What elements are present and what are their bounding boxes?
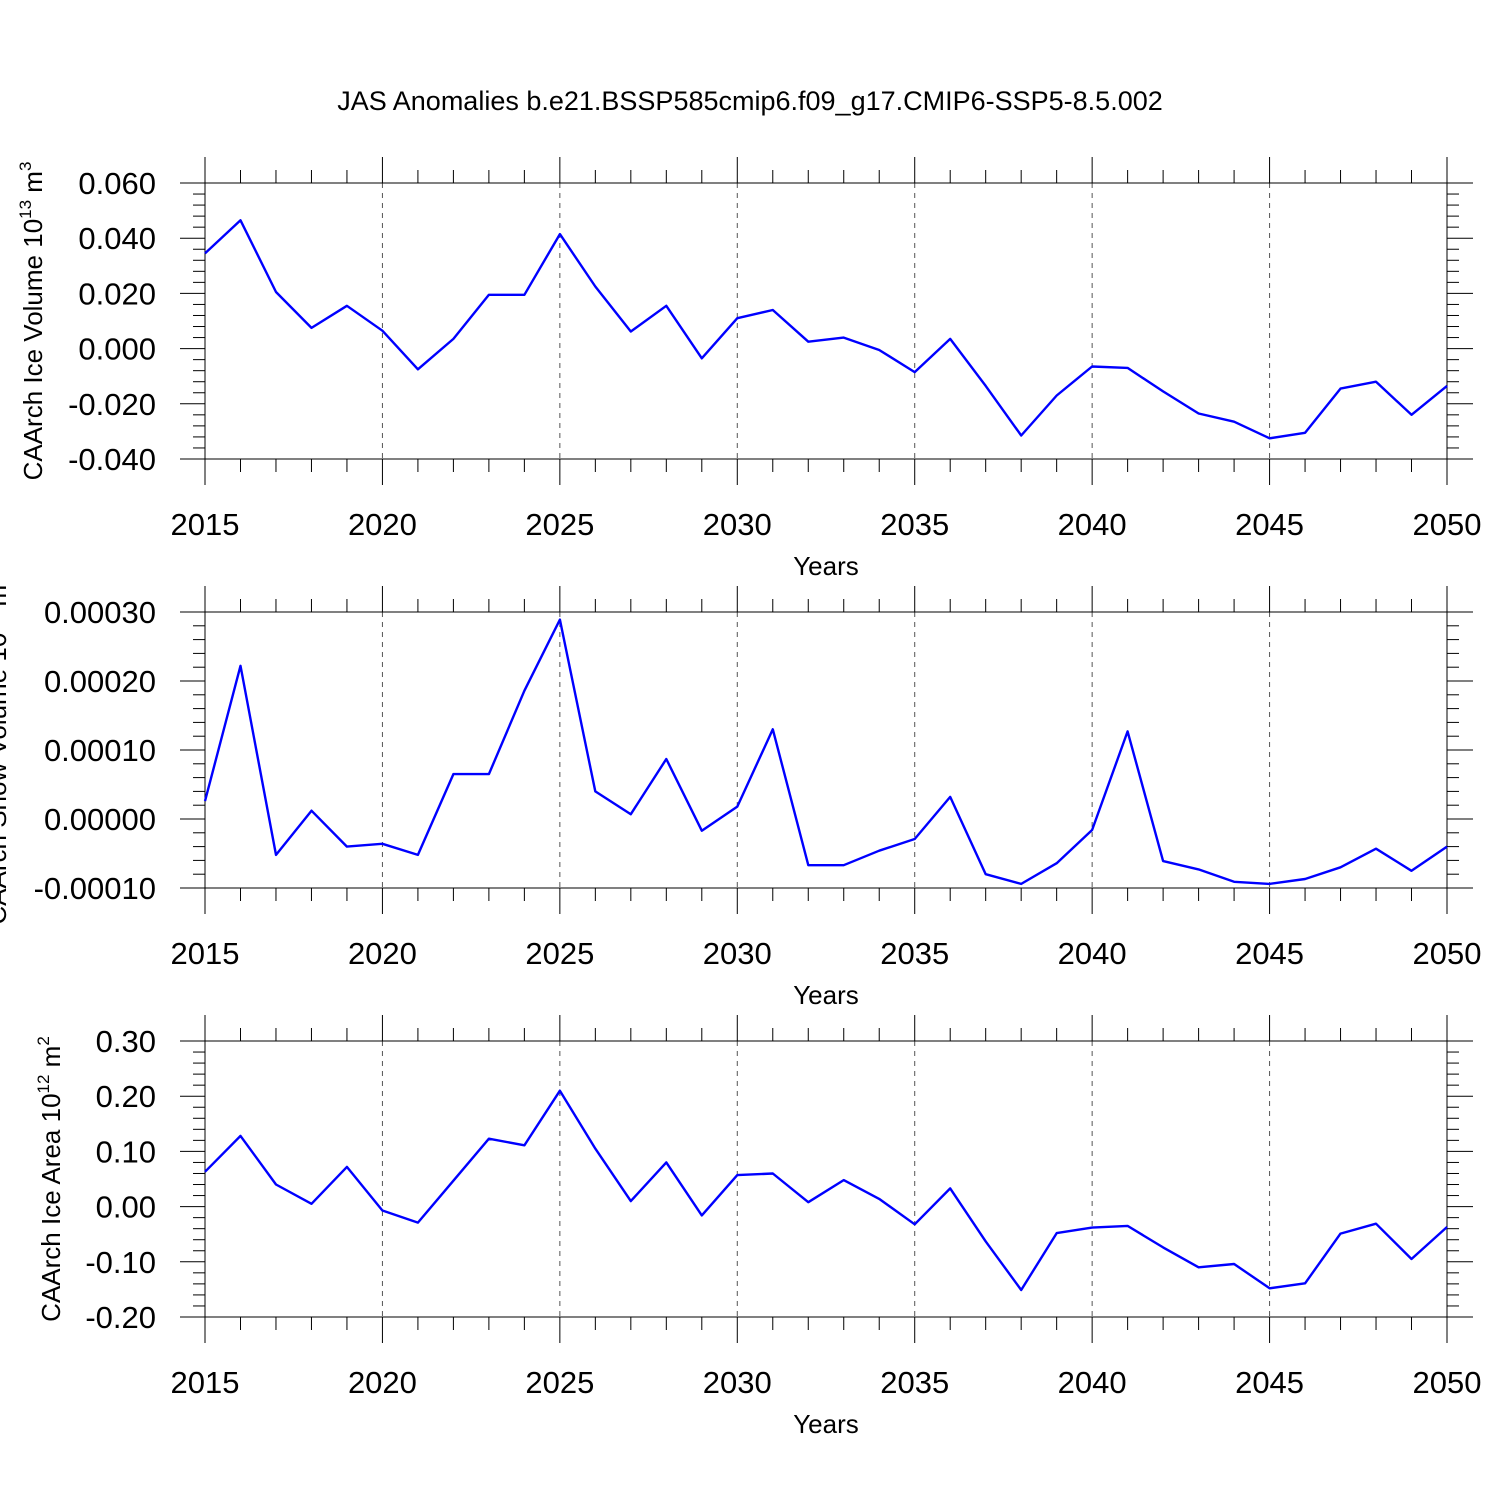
x-tick-label: 2040 — [1058, 936, 1127, 971]
y-axis-title-part: CAArch Ice Volume 10 — [18, 219, 48, 481]
series-line — [204, 1089, 1448, 1292]
y-tick-label: 0.20 — [96, 1079, 156, 1114]
y-tick-label: 0.00030 — [44, 595, 156, 630]
x-tick-label: 2035 — [880, 1365, 949, 1400]
y-axis-title: CAArch Snow Volume 1013 m3 — [0, 575, 12, 924]
y-axis-title-part: m — [18, 171, 48, 200]
x-tick-label: 2050 — [1413, 936, 1482, 971]
x-axis-title: Years — [793, 980, 859, 1010]
y-tick-label: 0.00010 — [44, 733, 156, 768]
y-tick-label: 0.020 — [78, 276, 156, 311]
y-tick-label: -0.00010 — [34, 871, 156, 906]
y-axis-title-part: m — [36, 1046, 66, 1075]
x-tick-label: 2015 — [171, 936, 240, 971]
x-tick-label: 2045 — [1235, 1365, 1304, 1400]
x-tick-label: 2050 — [1413, 1365, 1482, 1400]
x-tick-label: 2040 — [1058, 507, 1127, 542]
x-tick-label: 2025 — [525, 507, 594, 542]
y-tick-label: -0.020 — [68, 387, 156, 422]
y-axis-title-part: CAArch Snow Volume 10 — [0, 633, 12, 925]
y-tick-label: -0.040 — [68, 442, 156, 477]
y-tick-label: 0.10 — [96, 1134, 156, 1169]
y-tick-label: 0.040 — [78, 221, 156, 256]
x-tick-label: 2040 — [1058, 1365, 1127, 1400]
y-tick-label: 0.060 — [78, 166, 156, 201]
y-axis-title-superscript: 3 — [16, 162, 35, 171]
y-axis-title-part: m — [0, 585, 12, 614]
chart-title: JAS Anomalies b.e21.BSSP585cmip6.f09_g17… — [337, 86, 1163, 116]
panel-2: -0.00010 0.00000 0.00010 0.00020 0.00030 2015… — [0, 575, 1482, 1010]
y-tick-label: 0.30 — [96, 1024, 156, 1059]
y-tick-label: -0.10 — [85, 1245, 156, 1280]
y-axis-title-superscript: 2 — [34, 1036, 53, 1045]
x-tick-label: 2020 — [348, 1365, 417, 1400]
panel-3: -0.20 -0.10 0.00 0.10 0.20 0.30 2015 2020 2025 20… — [34, 1015, 1481, 1439]
x-tick-label: 2025 — [525, 936, 594, 971]
x-tick-label: 2050 — [1413, 507, 1482, 542]
x-axis-title: Years — [793, 551, 859, 581]
series-line — [204, 219, 1448, 440]
x-axis-title: Years — [793, 1409, 859, 1439]
y-tick-label: -0.20 — [85, 1300, 156, 1335]
x-tick-label: 2020 — [348, 936, 417, 971]
x-tick-label: 2015 — [171, 507, 240, 542]
y-tick-label: 0.000 — [78, 332, 156, 367]
x-tick-label: 2020 — [348, 507, 417, 542]
x-tick-label: 2035 — [880, 936, 949, 971]
series-line — [203, 618, 1448, 886]
x-tick-label: 2035 — [880, 507, 949, 542]
x-tick-label: 2015 — [171, 1365, 240, 1400]
x-tick-label: 2025 — [525, 1365, 594, 1400]
panel-1: -0.040 -0.020 0.000 0.020 0.040 0.060 2015 2020… — [16, 157, 1481, 581]
x-tick-label: 2030 — [703, 507, 772, 542]
x-tick-label: 2045 — [1235, 507, 1304, 542]
y-tick-label: 0.00000 — [44, 802, 156, 837]
y-tick-label: 0.00020 — [44, 664, 156, 699]
x-tick-label: 2030 — [703, 936, 772, 971]
x-tick-label: 2045 — [1235, 936, 1304, 971]
y-axis-title-superscript: 12 — [34, 1075, 53, 1094]
y-axis-title: CAArch Ice Volume 1013 m3 — [16, 162, 48, 481]
y-axis-title-superscript: 13 — [16, 200, 35, 219]
y-axis-title-part: CAArch Ice Area 10 — [36, 1093, 66, 1321]
y-axis-title: CAArch Ice Area 1012 m2 — [34, 1036, 66, 1322]
x-tick-label: 2030 — [703, 1365, 772, 1400]
y-tick-label: 0.00 — [96, 1190, 156, 1225]
